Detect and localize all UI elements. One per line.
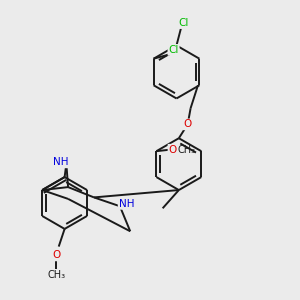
Text: NH: NH — [53, 158, 69, 167]
Text: O: O — [52, 250, 61, 260]
Text: CH₃: CH₃ — [177, 145, 196, 155]
Text: Cl: Cl — [168, 45, 179, 55]
Text: CH₃: CH₃ — [47, 269, 65, 280]
Text: O: O — [169, 145, 177, 155]
Text: NH: NH — [118, 199, 134, 209]
Text: Cl: Cl — [178, 18, 188, 28]
Text: O: O — [184, 119, 192, 129]
